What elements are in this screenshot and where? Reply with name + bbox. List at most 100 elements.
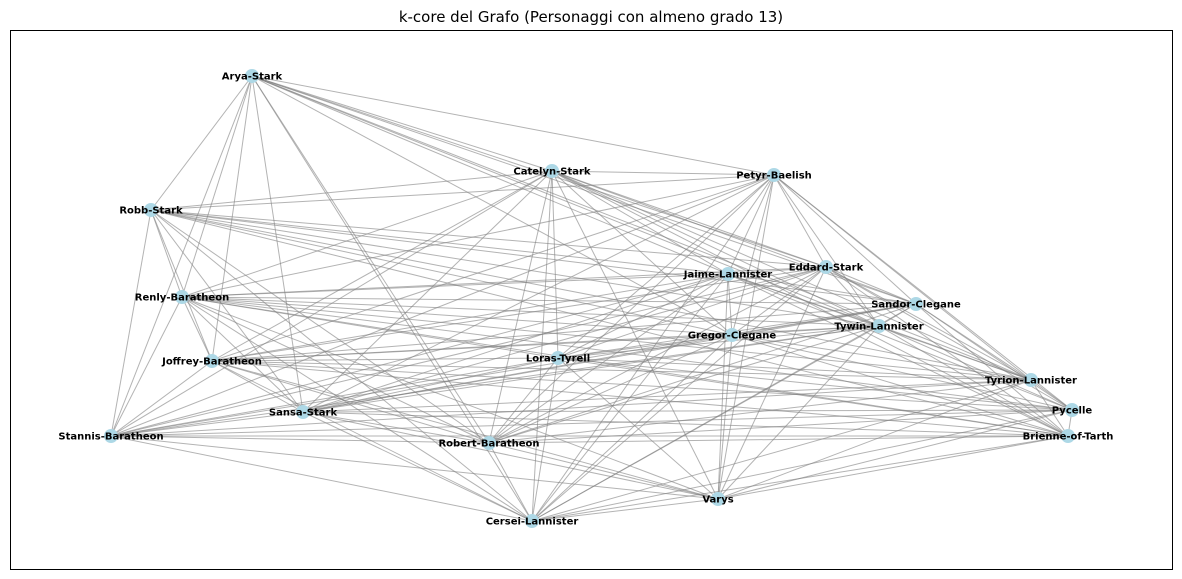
edge-petyr-baelish-tywin-lannister bbox=[773, 174, 880, 327]
edge-petyr-baelish-eddard-stark bbox=[773, 174, 827, 268]
node-stannis-baratheon[interactable] bbox=[104, 429, 118, 443]
node-petyr-baelish[interactable] bbox=[767, 168, 781, 182]
edge-jaime-lannister-varys bbox=[717, 273, 729, 500]
edge-gregor-clegane-loras-tyrell bbox=[557, 334, 733, 359]
figure-title: k-core del Grafo (Personaggi con almeno … bbox=[399, 8, 783, 26]
edge-gregor-clegane-pycelle bbox=[731, 334, 1073, 411]
edge-tywin-lannister-stannis-baratheon bbox=[110, 325, 880, 437]
edge-catelyn-stark-robert-baratheon bbox=[488, 170, 553, 444]
edge-arya-stark-eddard-stark bbox=[251, 75, 827, 268]
node-jaime-lannister[interactable] bbox=[721, 267, 735, 281]
node-label-sansa-stark: Sansa-Stark bbox=[269, 408, 338, 419]
node-label-stannis-baratheon: Stannis-Baratheon bbox=[58, 432, 163, 443]
node-catelyn-stark[interactable] bbox=[545, 164, 559, 178]
edge-sansa-stark-brienne-of-tarth bbox=[302, 411, 1069, 437]
node-eddard-stark[interactable] bbox=[819, 260, 833, 274]
edge-tyrion-lannister-stannis-baratheon bbox=[110, 379, 1032, 437]
edge-renly-baratheon-tyrion-lannister bbox=[181, 296, 1032, 381]
edge-eddard-stark-tyrion-lannister bbox=[825, 266, 1032, 381]
edge-tyrion-lannister-robert-baratheon bbox=[488, 379, 1032, 444]
edge-arya-stark-renly-baratheon bbox=[181, 75, 253, 298]
edge-robert-baratheon-varys bbox=[488, 442, 719, 500]
node-label-renly-baratheon: Renly-Baratheon bbox=[135, 293, 229, 304]
edge-arya-stark-robert-baratheon bbox=[251, 75, 490, 444]
edge-eddard-stark-sansa-stark bbox=[302, 266, 827, 413]
edge-catelyn-stark-sandor-clegane bbox=[551, 170, 917, 305]
edge-tyrion-lannister-brienne-of-tarth bbox=[1030, 379, 1069, 437]
edge-sandor-clegane-stannis-baratheon bbox=[110, 303, 917, 437]
node-gregor-clegane[interactable] bbox=[725, 328, 739, 342]
edge-jaime-lannister-joffrey-baratheon bbox=[211, 273, 729, 362]
node-varys[interactable] bbox=[711, 492, 725, 506]
edge-eddard-stark-stannis-baratheon bbox=[110, 266, 827, 437]
edge-robb-stark-cersei-lannister bbox=[150, 209, 533, 522]
edge-sandor-clegane-pycelle bbox=[915, 303, 1073, 411]
edge-sansa-stark-pycelle bbox=[302, 409, 1073, 413]
node-loras-tyrell[interactable] bbox=[551, 351, 565, 365]
edge-robb-stark-gregor-clegane bbox=[150, 209, 733, 336]
edge-petyr-baelish-robb-stark bbox=[150, 174, 775, 211]
edge-renly-baratheon-tywin-lannister bbox=[181, 296, 880, 327]
edge-sansa-stark-varys bbox=[302, 411, 719, 500]
plot-frame bbox=[10, 30, 1173, 570]
edge-arya-stark-robb-stark bbox=[150, 75, 253, 211]
node-pycelle[interactable] bbox=[1065, 403, 1079, 417]
node-brienne-of-tarth[interactable] bbox=[1061, 429, 1075, 443]
edge-renly-baratheon-sansa-stark bbox=[181, 296, 304, 413]
edge-catelyn-stark-jaime-lannister bbox=[551, 170, 729, 275]
node-label-catelyn-stark: Catelyn-Stark bbox=[513, 167, 591, 178]
node-cersei-lannister[interactable] bbox=[525, 514, 539, 528]
node-label-gregor-clegane: Gregor-Clegane bbox=[688, 331, 777, 342]
node-joffrey-baratheon[interactable] bbox=[205, 354, 219, 368]
edge-tyrion-lannister-varys bbox=[717, 379, 1032, 500]
edge-robb-stark-joffrey-baratheon bbox=[150, 209, 213, 362]
node-sandor-clegane[interactable] bbox=[909, 297, 923, 311]
edge-robb-stark-brienne-of-tarth bbox=[150, 209, 1069, 437]
edge-robb-stark-eddard-stark bbox=[150, 209, 827, 268]
edge-gregor-clegane-cersei-lannister bbox=[531, 334, 733, 522]
edge-renly-baratheon-brienne-of-tarth bbox=[181, 296, 1069, 437]
edge-pycelle-robert-baratheon bbox=[488, 409, 1073, 444]
edge-jaime-lannister-sandor-clegane bbox=[727, 273, 917, 305]
edge-joffrey-baratheon-pycelle bbox=[211, 360, 1073, 411]
node-label-joffrey-baratheon: Joffrey-Baratheon bbox=[161, 357, 262, 368]
node-sansa-stark[interactable] bbox=[296, 405, 310, 419]
node-robert-baratheon[interactable] bbox=[482, 436, 496, 450]
edge-catelyn-stark-brienne-of-tarth bbox=[551, 170, 1069, 437]
edge-loras-tyrell-robert-baratheon bbox=[488, 357, 559, 444]
edge-robb-stark-renly-baratheon bbox=[150, 209, 183, 298]
edge-joffrey-baratheon-tyrion-lannister bbox=[211, 360, 1032, 381]
edge-eddard-stark-gregor-clegane bbox=[731, 266, 827, 336]
node-label-petyr-baelish: Petyr-Baelish bbox=[736, 171, 812, 182]
edge-gregor-clegane-sansa-stark bbox=[302, 334, 733, 413]
edge-arya-stark-petyr-baelish bbox=[251, 75, 775, 176]
node-renly-baratheon[interactable] bbox=[175, 290, 189, 304]
edge-stannis-baratheon-cersei-lannister bbox=[110, 435, 533, 522]
node-label-loras-tyrell: Loras-Tyrell bbox=[526, 354, 590, 365]
edge-renly-baratheon-robert-baratheon bbox=[181, 296, 490, 444]
edge-catelyn-stark-robb-stark bbox=[150, 170, 553, 211]
edge-renly-baratheon-joffrey-baratheon bbox=[181, 296, 213, 362]
edge-petyr-baelish-joffrey-baratheon bbox=[211, 174, 775, 362]
edge-robb-stark-jaime-lannister bbox=[150, 209, 729, 275]
node-label-arya-stark: Arya-Stark bbox=[222, 72, 283, 83]
edges-layer bbox=[110, 75, 1073, 522]
node-label-varys: Varys bbox=[702, 495, 733, 506]
edge-arya-stark-tyrion-lannister bbox=[251, 75, 1032, 381]
node-tywin-lannister[interactable] bbox=[872, 319, 886, 333]
edge-petyr-baelish-sandor-clegane bbox=[773, 174, 917, 305]
node-label-tywin-lannister: Tywin-Lannister bbox=[834, 322, 923, 333]
edge-sansa-stark-stannis-baratheon bbox=[110, 411, 304, 437]
node-robb-stark[interactable] bbox=[144, 203, 158, 217]
edge-petyr-baelish-pycelle bbox=[773, 174, 1073, 411]
edge-gregor-clegane-varys bbox=[717, 334, 733, 500]
edge-petyr-baelish-renly-baratheon bbox=[181, 174, 775, 298]
edge-loras-tyrell-tyrion-lannister bbox=[557, 357, 1032, 381]
node-arya-stark[interactable] bbox=[245, 69, 259, 83]
edge-loras-tyrell-brienne-of-tarth bbox=[557, 357, 1069, 437]
node-tyrion-lannister[interactable] bbox=[1024, 373, 1038, 387]
edge-renly-baratheon-gregor-clegane bbox=[181, 296, 733, 336]
edge-renly-baratheon-varys bbox=[181, 296, 719, 500]
edge-joffrey-baratheon-brienne-of-tarth bbox=[211, 360, 1069, 437]
edge-tyrion-lannister-sansa-stark bbox=[302, 379, 1032, 413]
